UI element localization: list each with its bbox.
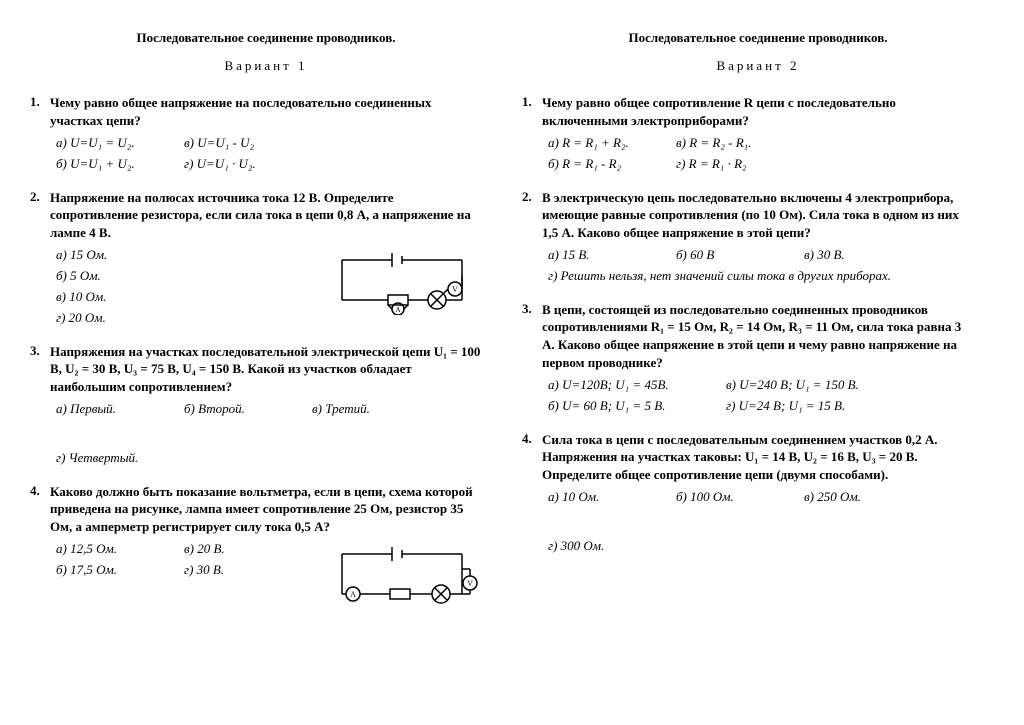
- q1-left: 1. Чему равно общее напряжение на послед…: [50, 94, 482, 175]
- q3-ans-b: б) Второй.: [184, 399, 284, 420]
- q2-answers: а) 15 Ом. б) 5 Ом. в) 10 Ом. г) 20 Ом.: [56, 245, 107, 328]
- q3r-answers: а) U=120В; U₁ = 45В. в) U=240 В; U₁ = 15…: [548, 375, 974, 417]
- q3-text: Напряжения на участках последовательной …: [50, 343, 482, 396]
- q2r-answers: а) 15 В. б) 60 В в) 30 В. г) Решить нель…: [548, 245, 974, 287]
- q1-ans-b: б) U=U₁ + U₂.: [56, 154, 156, 175]
- q2-right: 2. В электрическую цепь последовательно …: [542, 189, 974, 287]
- q4r-ans-a: а) 10 Ом.: [548, 487, 648, 508]
- q1r-num: 1.: [522, 94, 532, 110]
- q1-ans-a: а) U=U₁ = U₂.: [56, 133, 156, 154]
- q4-num: 4.: [30, 483, 40, 499]
- q3-answers: а) Первый. б) Второй. в) Третий. г) Четв…: [56, 399, 482, 469]
- q3-num: 3.: [30, 343, 40, 359]
- title-right: Последовательное соединение проводников.: [542, 30, 974, 46]
- q3r-ans-v: в) U=240 В; U₁ = 150 В.: [726, 375, 859, 396]
- q1-num: 1.: [30, 94, 40, 110]
- q2r-text: В электрическую цепь последовательно вкл…: [542, 189, 974, 242]
- q2-ans-b: б) 5 Ом.: [56, 266, 107, 287]
- q3-ans-a: а) Первый.: [56, 399, 156, 420]
- circuit-diagram-2: A V: [322, 539, 482, 609]
- q4r-ans-v: в) 250 Ом.: [804, 487, 904, 508]
- q4-text: Каково должно быть показание вольтметра,…: [50, 483, 482, 536]
- q2-ans-v: в) 10 Ом.: [56, 287, 107, 308]
- q1r-answers: а) R = R₁ + R₂. в) R = R₂ - R₁. б) R = R…: [548, 133, 974, 175]
- q4-right: 4. Сила тока в цепи с последовательным с…: [542, 431, 974, 557]
- q2r-ans-a: а) 15 В.: [548, 245, 648, 266]
- circuit-diagram-1: V A: [322, 245, 482, 315]
- q1r-text: Чему равно общее сопротивление R цепи с …: [542, 94, 974, 129]
- svg-text:V: V: [452, 285, 458, 294]
- q4-left: 4. Каково должно быть показание вольтмет…: [50, 483, 482, 610]
- q1-text: Чему равно общее напряжение на последова…: [50, 94, 482, 129]
- q3r-ans-a: а) U=120В; U₁ = 45В.: [548, 375, 698, 396]
- q4-ans-g: г) 30 В.: [184, 560, 284, 581]
- q3-ans-g: г) Четвертый.: [56, 448, 156, 469]
- q1-ans-v: в) U=U₁ - U₂: [184, 133, 284, 154]
- variant-2-column: Последовательное соединение проводников.…: [542, 30, 974, 623]
- q4-ans-v: в) 20 В.: [184, 539, 284, 560]
- title-left: Последовательное соединение проводников.: [50, 30, 482, 46]
- q2-text: Напряжение на полюсах источника тока 12 …: [50, 189, 482, 242]
- q3r-num: 3.: [522, 301, 532, 317]
- q1r-ans-g: г) R = R₁ · R₂: [676, 154, 776, 175]
- q2-body: а) 15 Ом. б) 5 Ом. в) 10 Ом. г) 20 Ом.: [50, 245, 482, 328]
- q2-num: 2.: [30, 189, 40, 205]
- q2r-num: 2.: [522, 189, 532, 205]
- q2-ans-g: г) 20 Ом.: [56, 308, 107, 329]
- q4-ans-a: а) 12,5 Ом.: [56, 539, 156, 560]
- variant-label-left: Вариант 1: [50, 58, 482, 74]
- svg-text:A: A: [350, 590, 356, 599]
- variant-1-column: Последовательное соединение проводников.…: [50, 30, 482, 623]
- q1r-ans-a: а) R = R₁ + R₂.: [548, 133, 648, 154]
- q4-ans-b: б) 17,5 Ом.: [56, 560, 156, 581]
- q4r-num: 4.: [522, 431, 532, 447]
- q3r-ans-b: б) U= 60 В; U₁ = 5 В.: [548, 396, 698, 417]
- svg-text:V: V: [467, 579, 473, 588]
- svg-text:A: A: [395, 306, 400, 314]
- q1-right: 1. Чему равно общее сопротивление R цепи…: [542, 94, 974, 175]
- q4r-text: Сила тока в цепи с последовательным соед…: [542, 431, 974, 484]
- q4r-ans-b: б) 100 Ом.: [676, 487, 776, 508]
- q3-ans-v: в) Третий.: [312, 399, 412, 420]
- q3-right: 3. В цепи, состоящей из последовательно …: [542, 301, 974, 417]
- q3r-ans-g: г) U=24 В; U₁ = 15 В.: [726, 396, 845, 417]
- q2r-ans-b: б) 60 В: [676, 245, 776, 266]
- variant-label-right: Вариант 2: [542, 58, 974, 74]
- q4r-answers: а) 10 Ом. б) 100 Ом. в) 250 Ом. г) 300 О…: [548, 487, 974, 557]
- q1r-ans-v: в) R = R₂ - R₁.: [676, 133, 776, 154]
- q2r-ans-g: г) Решить нельзя, нет значений силы тока…: [548, 266, 974, 287]
- q2-ans-a: а) 15 Ом.: [56, 245, 107, 266]
- q1-answers: а) U=U₁ = U₂. в) U=U₁ - U₂ б) U=U₁ + U₂.…: [56, 133, 482, 175]
- q4r-ans-g: г) 300 Ом.: [548, 536, 648, 557]
- q1-ans-g: г) U=U₁ · U₂.: [184, 154, 284, 175]
- q3r-text: В цепи, состоящей из последовательно сое…: [542, 301, 974, 371]
- q3-left: 3. Напряжения на участках последовательн…: [50, 343, 482, 469]
- page: Последовательное соединение проводников.…: [50, 30, 974, 623]
- q4-answers: а) 12,5 Ом. в) 20 В. б) 17,5 Ом. г) 30 В…: [56, 539, 284, 581]
- q2-left: 2. Напряжение на полюсах источника тока …: [50, 189, 482, 329]
- q3-text-p1: Напряжения на участках последовательной …: [50, 344, 434, 359]
- q4-body: а) 12,5 Ом. в) 20 В. б) 17,5 Ом. г) 30 В…: [50, 539, 482, 609]
- q1r-ans-b: б) R = R₁ - R₂: [548, 154, 648, 175]
- q2r-ans-v: в) 30 В.: [804, 245, 904, 266]
